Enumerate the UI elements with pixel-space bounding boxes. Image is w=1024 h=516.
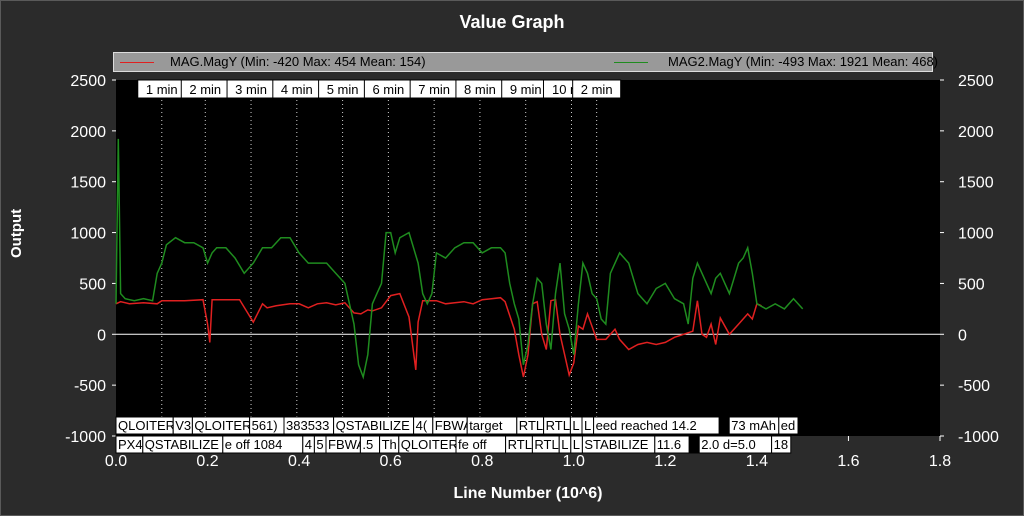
mode-annotation-row2-label: 5: [316, 437, 323, 452]
mode-annotation-row2-label: RTL: [534, 437, 558, 452]
mode-annotation-row2-label: 11.6: [657, 437, 681, 452]
x-tick-label: 0.4: [288, 453, 310, 470]
legend-swatch-mag2y: [614, 62, 648, 63]
mode-annotation-row1-label: RTL: [546, 418, 570, 433]
mode-annotation-row2-label: PX4: [118, 437, 143, 452]
y-tick-label-left: -500: [74, 378, 106, 395]
legend-label-magy: MAG.MagY (Min: -420 Max: 454 Mean: 154): [170, 54, 426, 69]
series-line-0: [115, 292, 762, 378]
y-tick-label-left: -1000: [65, 429, 106, 446]
y-tick-label-right: -1000: [958, 429, 999, 446]
x-tick-label: 0.2: [196, 453, 218, 470]
mode-annotation-row1-label: RTL: [519, 418, 543, 433]
mode-annotation-row1-label: ed: [781, 418, 795, 433]
time-marker-label: 9 min: [510, 82, 542, 97]
time-marker-label: 6 min: [372, 82, 404, 97]
mode-annotation-row2-label: QSTABILIZE: [145, 437, 219, 452]
y-tick-label-left: 1000: [70, 226, 106, 243]
mode-annotation-row2-label: RTL: [508, 437, 532, 452]
y-tick-label-left: 2000: [70, 124, 106, 141]
mode-annotation-row1-label: target: [469, 418, 503, 433]
x-tick-label: 1.8: [929, 453, 951, 470]
y-tick-label-right: 0: [958, 327, 967, 344]
x-tick-label: 0.8: [471, 453, 493, 470]
mode-annotation-row2-label: FBWA: [328, 437, 365, 452]
mode-annotation-row1-label: V3: [175, 418, 191, 433]
mode-annotation-row2-label: 18: [774, 437, 788, 452]
mode-annotation-row2-box: [771, 435, 792, 454]
mode-annotation-row1-label: QLOITER: [118, 418, 175, 433]
mode-annotation-row1-label: L: [572, 418, 579, 433]
series-line-1: [115, 138, 804, 380]
time-marker-label: 2 min: [189, 82, 221, 97]
time-marker-label: 3 min: [235, 82, 267, 97]
legend-label-mag2y: MAG2.MagY (Min: -493 Max: 1921 Mean: 468…: [668, 54, 938, 69]
x-tick-label: 0.0: [105, 453, 127, 470]
x-axis-label: Line Number (10^6): [454, 485, 603, 502]
y-tick-label-right: 1500: [958, 175, 994, 192]
y-tick-label-left: 0: [97, 327, 106, 344]
y-tick-label-right: 1000: [958, 226, 994, 243]
mode-annotation-row2-label: L: [573, 437, 580, 452]
x-tick-label: 1.4: [746, 453, 768, 470]
mode-annotation-row1-label: QLOITER: [194, 418, 251, 433]
mode-annotation-row1-label: 73 mAh: [731, 418, 776, 433]
time-marker-label: 5 min: [327, 82, 359, 97]
x-tick-label: 1.0: [563, 453, 585, 470]
time-marker-label: 1 min: [146, 82, 178, 97]
plot-area: [116, 80, 940, 436]
mode-annotation-row2-label: fe off: [458, 437, 487, 452]
mode-annotation-row2-label: Th: [382, 437, 397, 452]
mode-annotation-row2-box: [688, 435, 700, 454]
time-marker-label: 2 min: [581, 82, 613, 97]
mode-annotation-row2-label: 4: [305, 437, 312, 452]
mode-annotation-row1-label: 4(: [416, 418, 428, 433]
x-tick-label: 1.2: [654, 453, 676, 470]
y-tick-label-right: 500: [958, 276, 985, 293]
mode-annotation-row2-label: 2.0 d=5.0: [701, 437, 756, 452]
y-tick-label-right: 2500: [958, 73, 994, 90]
mode-annotation-row1-label: QSTABILIZE: [336, 418, 410, 433]
mode-annotation-row2-label: STABILIZE: [584, 437, 648, 452]
chart-title: Value Graph: [459, 12, 565, 32]
mode-annotation-row2-label: L: [561, 437, 568, 452]
time-marker-label: 4 min: [281, 82, 313, 97]
y-tick-label-left: 1500: [70, 175, 106, 192]
mode-annotation-row2-label: e off 1084: [225, 437, 283, 452]
y-tick-label-right: 2000: [958, 124, 994, 141]
time-marker-box: [572, 79, 622, 99]
mode-annotation-row1-label: FBWA: [435, 418, 472, 433]
legend-swatch-magy: [120, 62, 154, 63]
mode-annotation-row1-box: [778, 416, 799, 435]
x-tick-label: 0.6: [380, 453, 402, 470]
mode-annotation-row1-label: L: [584, 418, 591, 433]
legend: MAG.MagY (Min: -420 Max: 454 Mean: 154) …: [113, 52, 938, 72]
x-tick-label: 1.6: [837, 453, 859, 470]
y-tick-label-left: 500: [79, 276, 106, 293]
mode-annotation-row1-label: 383533: [286, 418, 329, 433]
time-marker-label: 7 min: [418, 82, 450, 97]
y-tick-label-right: -500: [958, 378, 990, 395]
mode-annotation-row2-label: .5: [362, 437, 373, 452]
time-marker-label: 8 min: [464, 82, 496, 97]
mode-annotation-row1-box: [718, 416, 730, 435]
y-tick-label-left: 2500: [70, 73, 106, 90]
mode-annotation-row1-label: 561): [252, 418, 278, 433]
mode-annotation-row1-label: eed reached 14.2: [596, 418, 697, 433]
mode-annotation-row2-label: QLOITER: [401, 437, 458, 452]
